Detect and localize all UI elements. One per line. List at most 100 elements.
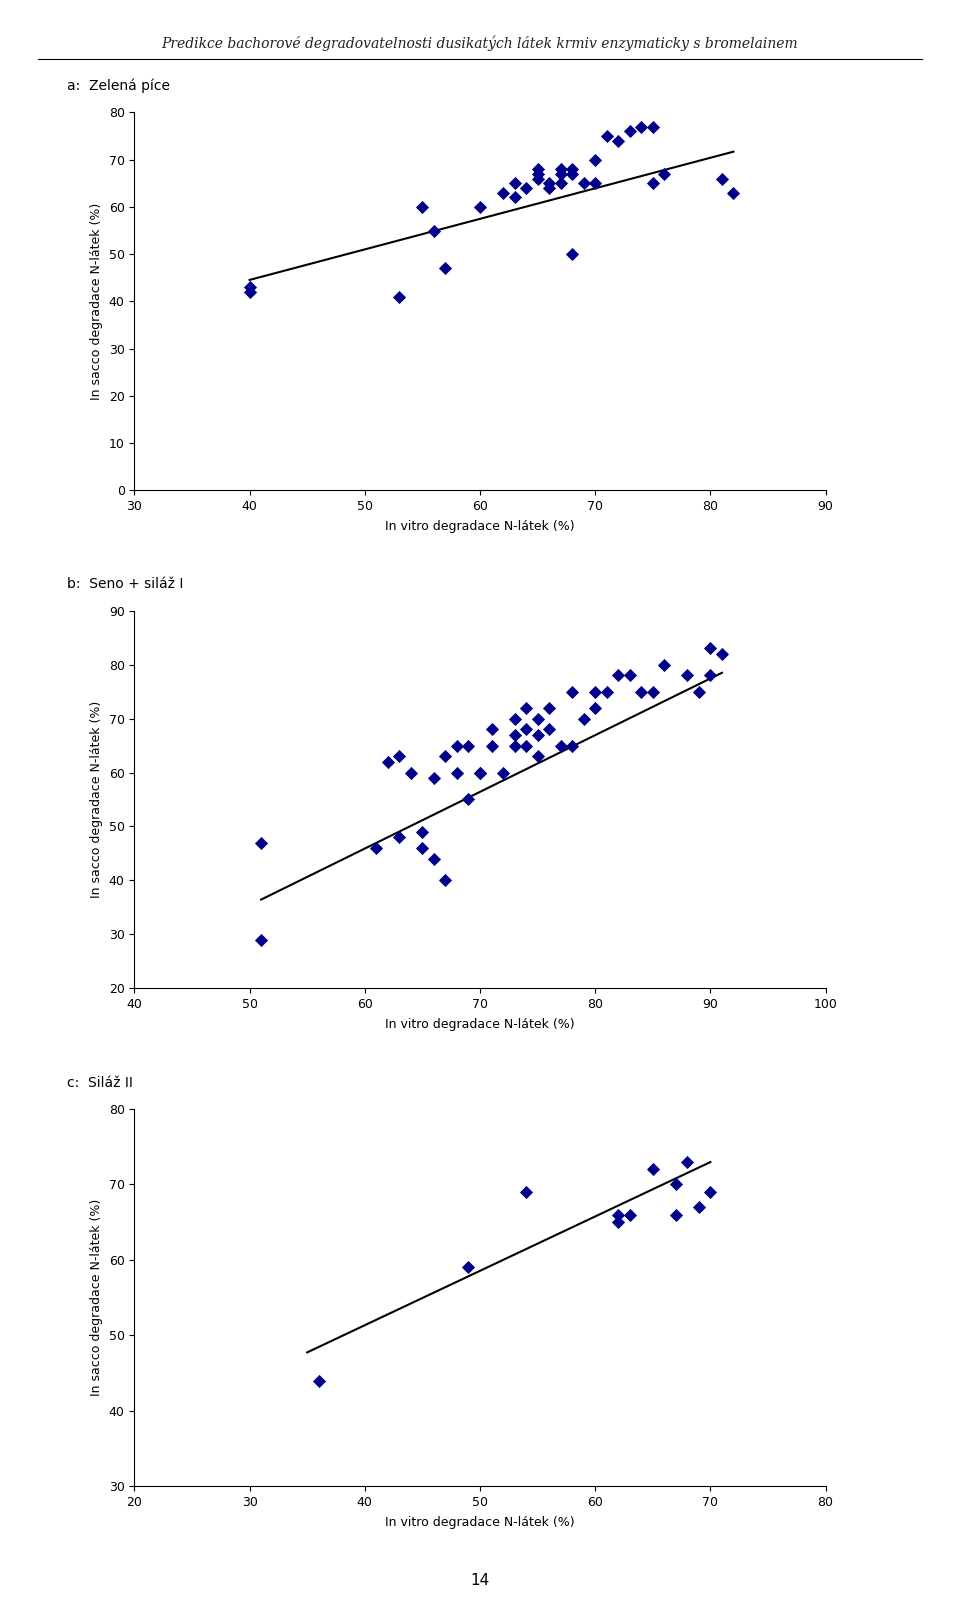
Point	[472, 194, 488, 220]
Point	[576, 170, 591, 196]
Point	[553, 161, 568, 186]
Text: c:  Siláž II: c: Siláž II	[67, 1075, 133, 1090]
Point	[415, 836, 430, 861]
Point	[657, 652, 672, 678]
Point	[518, 1180, 534, 1205]
Point	[311, 1368, 326, 1393]
Point	[380, 749, 396, 775]
Text: b:  Seno + siláž I: b: Seno + siláž I	[67, 577, 183, 591]
Point	[611, 662, 626, 688]
X-axis label: In vitro degradace N-látek (%): In vitro degradace N-látek (%)	[385, 519, 575, 534]
Point	[507, 722, 522, 747]
Point	[691, 678, 707, 704]
Point	[426, 217, 442, 243]
Point	[553, 733, 568, 759]
Point	[564, 733, 580, 759]
Text: 14: 14	[470, 1573, 490, 1588]
Point	[472, 760, 488, 786]
Point	[541, 694, 557, 720]
Point	[726, 180, 741, 206]
Point	[415, 194, 430, 220]
Point	[253, 927, 269, 953]
Point	[484, 733, 499, 759]
Point	[634, 678, 649, 704]
Point	[530, 705, 545, 731]
Point	[541, 170, 557, 196]
Point	[242, 275, 257, 301]
Point	[507, 705, 522, 731]
Point	[588, 694, 603, 720]
Point	[634, 114, 649, 140]
Point	[714, 166, 730, 191]
Point	[611, 1208, 626, 1234]
Point	[703, 1180, 718, 1205]
Point	[530, 722, 545, 747]
Point	[541, 175, 557, 201]
Point	[599, 124, 614, 149]
Point	[703, 635, 718, 662]
Point	[461, 786, 476, 812]
Point	[657, 161, 672, 186]
Point	[703, 662, 718, 688]
Point	[645, 1157, 660, 1183]
Point	[599, 678, 614, 704]
Point	[507, 733, 522, 759]
Legend: r = 0,71     y = 18,650 + 0,647x: r = 0,71 y = 18,650 + 0,647x	[358, 612, 602, 635]
Point	[449, 760, 465, 786]
Point	[622, 119, 637, 145]
Point	[622, 662, 637, 688]
Point	[645, 170, 660, 196]
Point	[622, 1202, 637, 1228]
Point	[530, 744, 545, 770]
Point	[518, 175, 534, 201]
Point	[564, 161, 580, 186]
Point	[680, 1149, 695, 1175]
Point	[495, 180, 511, 206]
Point	[668, 1202, 684, 1228]
Point	[392, 744, 407, 770]
Point	[369, 836, 384, 861]
Point	[484, 717, 499, 742]
Point	[438, 256, 453, 281]
Point	[564, 678, 580, 704]
Point	[576, 705, 591, 731]
Point	[645, 114, 660, 140]
X-axis label: In vitro degradace N-látek (%): In vitro degradace N-látek (%)	[385, 1515, 575, 1530]
Point	[449, 733, 465, 759]
Point	[507, 170, 522, 196]
Point	[588, 146, 603, 172]
Y-axis label: In sacco degradace N-látek (%): In sacco degradace N-látek (%)	[90, 202, 103, 400]
Point	[461, 733, 476, 759]
Point	[403, 760, 419, 786]
Point	[392, 284, 407, 310]
Point	[530, 156, 545, 182]
Point	[668, 1172, 684, 1197]
Point	[495, 760, 511, 786]
Point	[438, 744, 453, 770]
Point	[714, 641, 730, 667]
Point	[518, 733, 534, 759]
Point	[553, 170, 568, 196]
Point	[611, 1202, 626, 1228]
Legend: r = 0,741     y = -17,157 + 1,051x: r = 0,741 y = -17,157 + 1,051x	[351, 1110, 609, 1133]
Text: a:  Zelená píce: a: Zelená píce	[67, 79, 170, 93]
Point	[553, 156, 568, 182]
Point	[242, 280, 257, 305]
Point	[392, 824, 407, 850]
Point	[507, 185, 522, 211]
Point	[461, 1255, 476, 1281]
Point	[541, 717, 557, 742]
Point	[438, 868, 453, 893]
Point	[691, 1194, 707, 1220]
Point	[472, 760, 488, 786]
X-axis label: In vitro degradace N-látek (%): In vitro degradace N-látek (%)	[385, 1017, 575, 1032]
Point	[611, 129, 626, 154]
Point	[564, 156, 580, 182]
Point	[588, 678, 603, 704]
Point	[530, 161, 545, 186]
Point	[680, 662, 695, 688]
Y-axis label: In sacco degradace N-látek (%): In sacco degradace N-látek (%)	[90, 701, 103, 898]
Point	[415, 820, 430, 845]
Point	[518, 694, 534, 720]
Point	[518, 717, 534, 742]
